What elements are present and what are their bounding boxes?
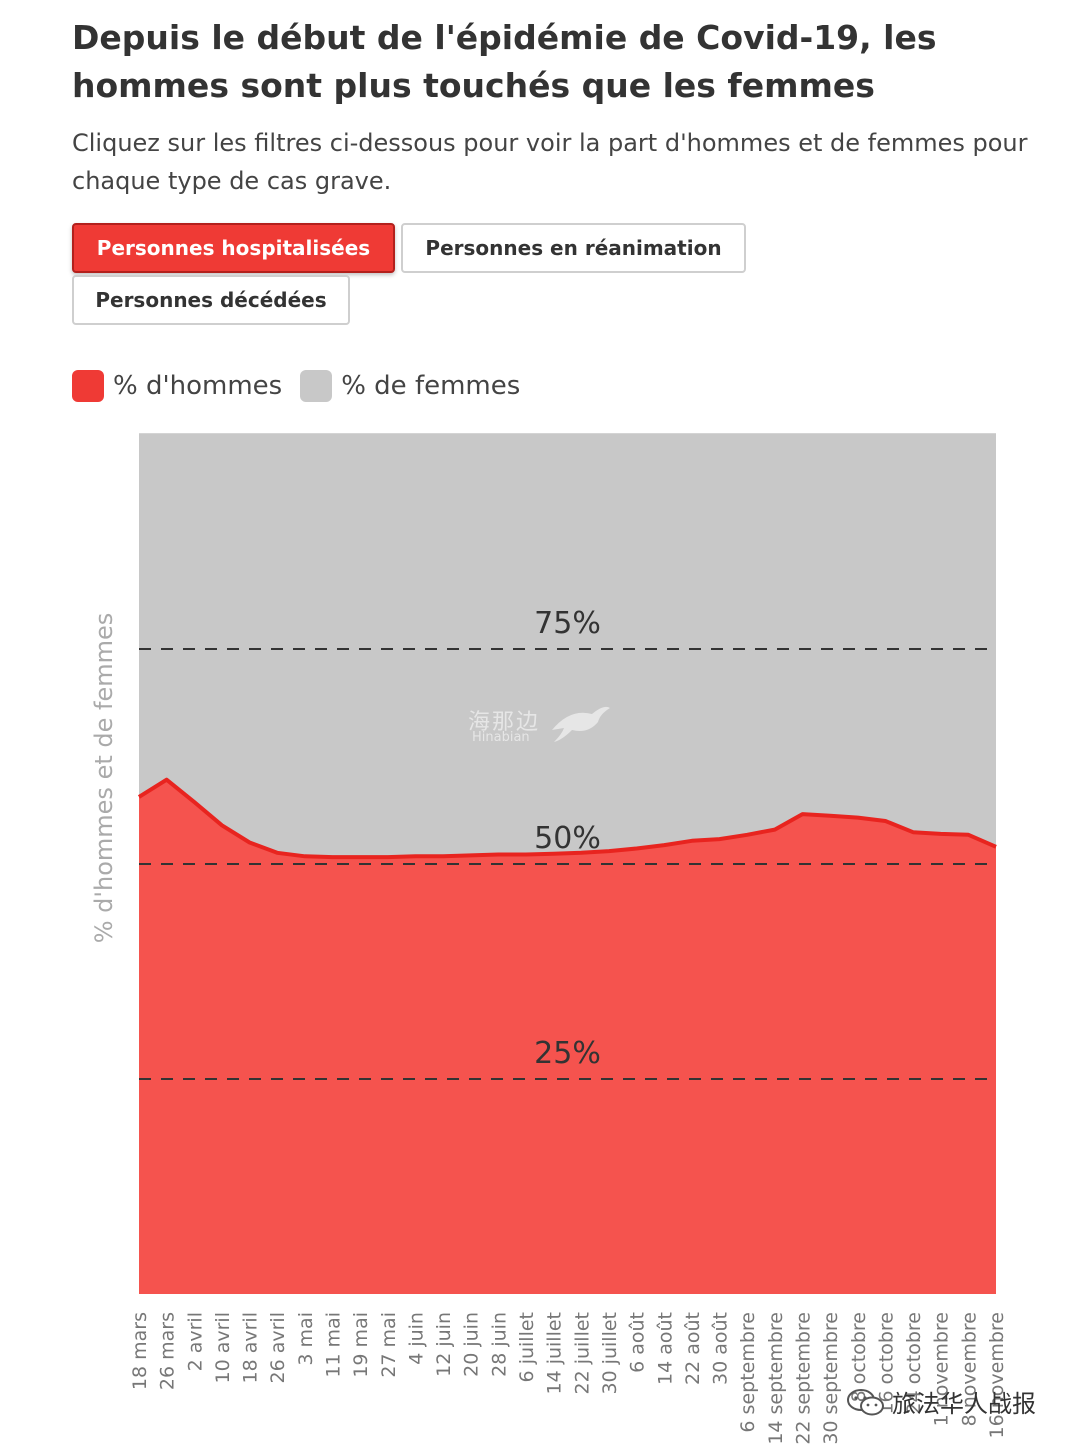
watermark-subtext: Hinabian bbox=[472, 730, 530, 745]
credit: 旅法华人战报 bbox=[846, 1384, 1036, 1419]
y-axis-label: % d'hommes et de femmes bbox=[90, 613, 118, 944]
x-tick-label: 24 octobre bbox=[903, 1312, 925, 1415]
x-tick-label: 22 juillet bbox=[571, 1312, 593, 1395]
x-tick-label: 6 juillet bbox=[516, 1312, 538, 1382]
x-tick-label: 20 juin bbox=[461, 1312, 483, 1377]
x-tick-label: 18 mars bbox=[129, 1312, 151, 1390]
x-tick-label: 3 mai bbox=[295, 1312, 317, 1366]
chart-title: Depuis le début de l'épidémie de Covid-1… bbox=[72, 18, 937, 105]
legend-item-men: % d'hommes bbox=[72, 370, 282, 402]
gridline-label-75: 75% bbox=[534, 606, 601, 641]
legend-item-women: % de femmes bbox=[300, 370, 520, 402]
x-tick-label: 10 avril bbox=[212, 1312, 234, 1383]
watermark-text: 海那边 bbox=[468, 710, 541, 735]
legend-label-women: % de femmes bbox=[341, 371, 521, 401]
chart-subtitle: Cliquez sur les filtres ci-dessous pour … bbox=[72, 129, 1028, 195]
x-tick-label: 22 août bbox=[682, 1312, 704, 1385]
x-tick-label: 18 avril bbox=[240, 1312, 262, 1383]
x-tick-label: 30 septembre bbox=[820, 1312, 842, 1445]
gridline-label-50: 50% bbox=[534, 821, 601, 856]
x-tick-label: 16 novembre bbox=[986, 1312, 1008, 1438]
x-tick-label: 14 juillet bbox=[544, 1312, 566, 1395]
x-tick-label: 1 novembre bbox=[931, 1312, 953, 1426]
x-tick-label: 16 octobre bbox=[875, 1312, 897, 1415]
x-tick-label: 26 avril bbox=[267, 1312, 289, 1383]
wechat-icon bbox=[847, 1388, 884, 1415]
x-tick-label: 11 mai bbox=[323, 1312, 345, 1378]
x-tick-label: 8 novembre bbox=[958, 1312, 980, 1426]
watermark-bird-icon bbox=[552, 706, 610, 742]
area-chart: 75% 50% 25% 18 mars 26 mars 2 avril 10 avril 1… bbox=[90, 433, 1008, 1445]
chart-legend: % d'hommes % de femmes bbox=[72, 368, 538, 404]
series-area-men bbox=[139, 779, 996, 1294]
x-tick-label: 8 octobre bbox=[848, 1312, 870, 1402]
x-tick-label: 2 avril bbox=[184, 1312, 206, 1371]
x-tick-label: 28 juin bbox=[488, 1312, 510, 1377]
x-tick-label: 22 septembre bbox=[792, 1312, 814, 1445]
x-tick-label: 14 août bbox=[654, 1312, 676, 1385]
x-tick-label: 6 septembre bbox=[737, 1312, 759, 1433]
legend-swatch-women bbox=[300, 370, 333, 402]
legend-label-men: % d'hommes bbox=[113, 371, 283, 401]
filter-button-deceased[interactable]: Personnes décédées bbox=[72, 275, 350, 325]
series-area-women bbox=[139, 434, 996, 858]
legend-swatch-men bbox=[72, 370, 104, 402]
x-tick-label: 4 juin bbox=[405, 1312, 427, 1365]
x-tick-label: 30 juillet bbox=[599, 1312, 621, 1395]
x-tick-label: 14 septembre bbox=[765, 1312, 787, 1445]
x-tick-label: 6 août bbox=[627, 1312, 649, 1373]
x-tick-label: 19 mai bbox=[350, 1312, 372, 1378]
filter-button-hospitalised[interactable]: Personnes hospitalisées bbox=[72, 223, 395, 273]
series-line-men bbox=[137, 777, 997, 860]
x-tick-label: 12 juin bbox=[433, 1312, 455, 1377]
gridline-label-25: 25% bbox=[534, 1036, 601, 1071]
x-tick-label: 26 mars bbox=[157, 1312, 179, 1390]
credit-text: 旅法华人战报 bbox=[892, 1390, 1036, 1418]
filter-button-icu[interactable]: Personnes en réanimation bbox=[401, 223, 746, 273]
x-tick-label: 30 août bbox=[710, 1312, 732, 1385]
x-tick-label: 27 mai bbox=[378, 1312, 400, 1378]
